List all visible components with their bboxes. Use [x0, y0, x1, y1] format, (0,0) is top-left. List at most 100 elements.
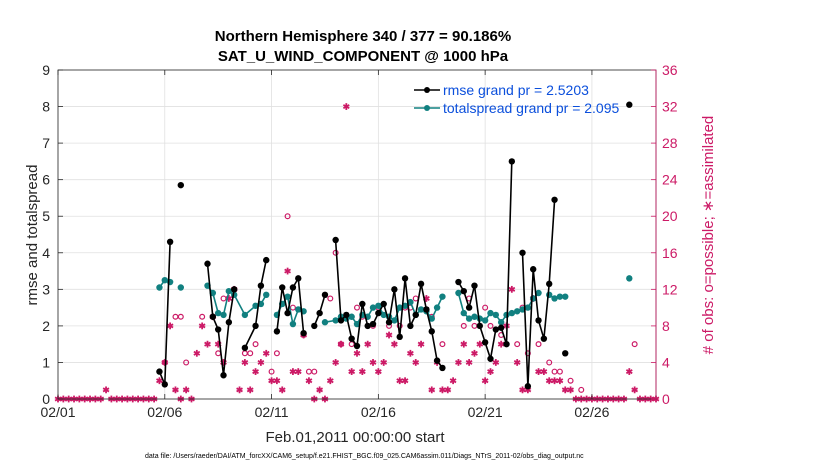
obs-assimilated-point — [412, 359, 420, 366]
asterisk-stroke — [471, 350, 478, 356]
spread-point — [263, 291, 270, 299]
x-tick-label: 02/06 — [147, 404, 182, 420]
y-right-tick-label: 24 — [662, 172, 678, 188]
rmse-point — [460, 287, 467, 295]
spread-point — [524, 304, 532, 311]
asterisk-stroke — [241, 359, 249, 365]
rmse-point — [423, 306, 430, 313]
spread-point — [626, 275, 633, 282]
obs-assimilated-point — [236, 386, 243, 394]
obs-assimilated-point — [348, 368, 356, 375]
y-tick-label: 2 — [42, 318, 50, 334]
y-right-tick-label: 16 — [662, 245, 678, 261]
obs-possible-point — [183, 359, 190, 366]
ticks: 02/01 02/06 02/11 02/16 02/21 02/260123456789… — [40, 62, 677, 420]
rmse-point — [214, 326, 222, 333]
y-axis-right-label: # of obs: o=possible; ∗=assimilated — [700, 116, 717, 355]
obs-assimilated-point — [294, 368, 302, 375]
rmse-point — [220, 372, 227, 379]
y-axis-label: rmse and totalspread — [24, 165, 41, 306]
obs-assimilated-point — [257, 359, 265, 366]
asterisk-stroke — [236, 387, 243, 393]
rmse-point — [562, 350, 569, 357]
asterisk-stroke — [358, 369, 366, 375]
rmse-point — [209, 313, 217, 320]
obs-assimilated-point — [417, 340, 425, 348]
spread-point — [562, 293, 569, 300]
obs-assimilated-point — [545, 377, 553, 385]
rmse-point — [359, 300, 366, 308]
asterisk-stroke — [476, 341, 484, 347]
x-tick-label: 02/21 — [468, 404, 503, 420]
asterisk-stroke — [492, 359, 500, 365]
spread-point — [492, 311, 500, 319]
y-tick-label: 5 — [42, 208, 50, 224]
obs-possible-point — [252, 341, 259, 348]
asterisk-stroke — [278, 387, 286, 393]
obs-possible-point — [578, 386, 585, 393]
rmse-point — [417, 280, 425, 288]
asterisk-stroke — [561, 387, 569, 393]
asterisk-stroke — [316, 387, 324, 393]
y-right-tick-label: 12 — [662, 281, 678, 297]
obs-assimilated-point — [262, 349, 270, 357]
asterisk-stroke — [294, 369, 302, 375]
rmse-point — [284, 309, 291, 317]
y-tick-label: 8 — [42, 99, 50, 115]
y-right-tick-label: 32 — [662, 99, 678, 115]
obs-assimilated-point — [289, 368, 297, 375]
asterisk-stroke — [369, 359, 377, 365]
spread-point — [156, 284, 163, 291]
obs-assimilated-point — [444, 386, 452, 394]
rmse-point — [241, 344, 249, 352]
obs-possible-point — [199, 313, 206, 320]
obs-possible-point — [482, 304, 489, 311]
asterisk-stroke — [353, 350, 361, 356]
asterisk-stroke — [198, 323, 206, 329]
obs-assimilated-point — [556, 377, 564, 385]
obs-assimilated-point — [460, 340, 468, 348]
asterisk-stroke — [519, 387, 526, 393]
rmse-point — [343, 311, 350, 319]
legend-rmse-label: rmse grand pr = 2.5203 — [443, 82, 589, 98]
obs-possible-point — [556, 368, 563, 375]
rmse-point — [156, 368, 163, 375]
asterisk-stroke — [401, 378, 409, 384]
asterisk-stroke — [332, 359, 340, 365]
obs-assimilated-point — [305, 377, 313, 385]
spread-point — [546, 291, 553, 299]
rmse-line — [206, 263, 235, 376]
rmse-line — [244, 259, 267, 349]
asterisk-stroke — [439, 387, 446, 393]
asterisk-stroke — [257, 359, 265, 365]
rmse-point — [230, 286, 238, 293]
spread-point — [369, 304, 377, 311]
spread-point — [460, 309, 467, 317]
rmse-point — [428, 328, 435, 335]
spread-point — [177, 284, 185, 291]
obs-assimilated-point — [540, 368, 548, 375]
spread-point — [508, 309, 516, 317]
spread-point — [332, 317, 339, 324]
asterisk-stroke — [374, 369, 382, 375]
obs-assimilated-point — [246, 386, 254, 394]
rmse-point — [161, 381, 168, 388]
asterisk-stroke — [513, 359, 521, 365]
rmse-point — [279, 284, 286, 291]
asterisk-stroke — [273, 378, 281, 384]
obs-assimilated-point — [455, 359, 462, 366]
obs-possible-point — [631, 341, 638, 348]
obs-possible-point — [439, 341, 446, 348]
rmse-point — [252, 322, 259, 330]
y-right-tick-label: 20 — [662, 208, 678, 224]
spread-point — [289, 320, 297, 328]
spread-point — [455, 289, 462, 297]
spread-point — [535, 289, 542, 297]
rmse-point — [546, 280, 553, 288]
obs-assimilated-point — [252, 368, 259, 375]
obs-assimilated-point — [369, 359, 377, 366]
rmse-point — [508, 158, 516, 165]
obs-assimilated-point — [428, 386, 436, 394]
asterisk-stroke — [172, 387, 179, 393]
asterisk-stroke — [540, 369, 548, 375]
